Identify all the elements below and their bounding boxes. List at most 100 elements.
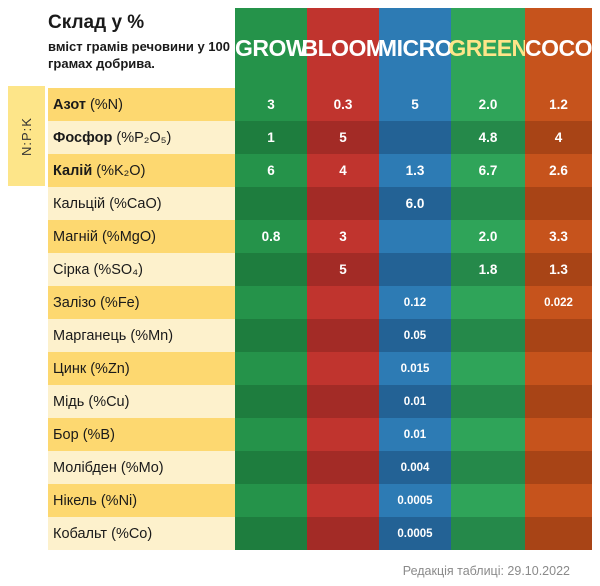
row-label: Цинк (%Zn) — [48, 352, 235, 385]
row-label: Азот (%N) — [48, 88, 235, 121]
value-cell-micro: 0.0005 — [379, 484, 451, 517]
column-header-coco: COCO — [525, 8, 593, 88]
value-cell-grow: 0.8 — [235, 220, 307, 253]
value-cell-green — [451, 319, 525, 352]
nutrient-name: Цинк — [53, 360, 87, 377]
nutrient-formula: (%K₂O) — [96, 162, 146, 179]
column-header-bloom: BLOOM — [301, 8, 385, 88]
row-label: Магній (%MgO) — [48, 220, 235, 253]
value-cell-green: 4.8 — [451, 121, 525, 154]
value-cell-grow: 3 — [235, 88, 307, 121]
row-label: Залізо (%Fe) — [48, 286, 235, 319]
nutrient-formula: (%N) — [89, 96, 123, 113]
value-cell-coco: 1.3 — [525, 253, 592, 286]
value-cell-grow: 6 — [235, 154, 307, 187]
value-cell-bloom: 3 — [307, 220, 379, 253]
value-cell-micro: 0.01 — [379, 418, 451, 451]
value-cell-coco — [525, 418, 592, 451]
value-cell-micro: 0.015 — [379, 352, 451, 385]
value-cell-grow — [235, 187, 307, 220]
value-cell-micro: 0.0005 — [379, 517, 451, 550]
npk-label-text: N:P:K — [19, 116, 34, 156]
column-header-green: GREEN — [448, 8, 528, 88]
value-cell-green — [451, 418, 525, 451]
nutrient-name: Кальцій — [53, 195, 106, 212]
nutrient-name: Нікель — [53, 492, 97, 509]
value-cell-bloom — [307, 319, 379, 352]
value-cell-grow — [235, 517, 307, 550]
value-cell-bloom: 5 — [307, 121, 379, 154]
value-cell-coco — [525, 352, 592, 385]
nutrient-name: Марганець — [53, 327, 127, 344]
column-header-grow: GROW — [235, 8, 308, 88]
value-cell-micro — [379, 121, 451, 154]
value-cell-green — [451, 286, 525, 319]
value-cell-bloom — [307, 187, 379, 220]
nutrient-name: Магній — [53, 228, 98, 245]
nutrient-formula: (%CaO) — [109, 195, 162, 212]
value-cell-coco: 2.6 — [525, 154, 592, 187]
value-cell-bloom — [307, 385, 379, 418]
value-cell-micro: 5 — [379, 88, 451, 121]
value-cell-bloom: 5 — [307, 253, 379, 286]
row-label: Кобальт (%Co) — [48, 517, 235, 550]
row-label: Бор (%B) — [48, 418, 235, 451]
value-cell-grow — [235, 418, 307, 451]
nutrient-formula: (%Mo) — [120, 459, 164, 476]
table-title: Склад у % — [48, 12, 145, 33]
value-cell-green — [451, 517, 525, 550]
value-cell-coco: 1.2 — [525, 88, 592, 121]
value-cell-grow — [235, 385, 307, 418]
value-cell-green — [451, 451, 525, 484]
nutrient-name: Калій — [53, 162, 93, 179]
value-cell-coco: 4 — [525, 121, 592, 154]
nutrient-formula: (%Mn) — [130, 327, 174, 344]
value-cell-grow — [235, 319, 307, 352]
value-cell-bloom — [307, 286, 379, 319]
nutrient-formula: (%Co) — [111, 525, 153, 542]
nutrient-name: Фосфор — [53, 129, 113, 146]
value-cell-grow — [235, 352, 307, 385]
value-cell-green: 6.7 — [451, 154, 525, 187]
column-header-micro: MICRO — [378, 8, 453, 88]
nutrient-formula: (%Fe) — [100, 294, 140, 311]
value-cell-green: 2.0 — [451, 220, 525, 253]
value-cell-green: 2.0 — [451, 88, 525, 121]
nutrient-name: Мідь — [53, 393, 85, 410]
row-label: Фосфор (%P₂O₅) — [48, 121, 235, 154]
value-cell-bloom: 0.3 — [307, 88, 379, 121]
row-label: Сірка (%SO₄) — [48, 253, 235, 286]
value-cell-coco: 3.3 — [525, 220, 592, 253]
table-subtitle: вміст грамів речовини у 100 грамах добри… — [48, 39, 230, 71]
value-cell-grow — [235, 286, 307, 319]
nutrient-name: Сірка — [53, 261, 90, 278]
value-cell-micro: 1.3 — [379, 154, 451, 187]
value-cell-coco — [525, 517, 592, 550]
table-title-block: Склад у % вміст грамів речовини у 100 гр… — [48, 12, 233, 72]
value-cell-bloom — [307, 484, 379, 517]
value-cell-grow — [235, 451, 307, 484]
value-cell-green — [451, 352, 525, 385]
value-cell-green — [451, 385, 525, 418]
value-cell-bloom — [307, 418, 379, 451]
value-cell-bloom: 4 — [307, 154, 379, 187]
nutrient-formula: (%P₂O₅) — [116, 129, 172, 146]
row-label: Мідь (%Cu) — [48, 385, 235, 418]
value-cell-bloom — [307, 451, 379, 484]
value-cell-micro — [379, 220, 451, 253]
value-cell-coco — [525, 187, 592, 220]
value-cell-coco — [525, 451, 592, 484]
row-label: Марганець (%Mn) — [48, 319, 235, 352]
row-label: Нікель (%Ni) — [48, 484, 235, 517]
value-cell-green: 1.8 — [451, 253, 525, 286]
nutrient-formula: (%SO₄) — [93, 261, 143, 278]
nutrient-formula: (%Cu) — [88, 393, 130, 410]
row-label: Калій (%K₂O) — [48, 154, 235, 187]
value-cell-micro — [379, 253, 451, 286]
value-cell-green — [451, 187, 525, 220]
row-label: Молібден (%Mo) — [48, 451, 235, 484]
value-cell-grow — [235, 484, 307, 517]
revision-date: Редакція таблиці: 29.10.2022 — [402, 564, 570, 578]
value-cell-bloom — [307, 352, 379, 385]
value-cell-grow: 1 — [235, 121, 307, 154]
